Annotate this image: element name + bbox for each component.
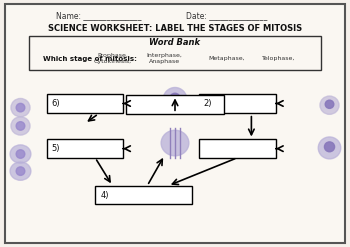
Bar [199, 139, 276, 158]
Text: 2): 2) [203, 99, 212, 108]
Text: 4): 4) [100, 190, 109, 200]
Ellipse shape [16, 103, 25, 112]
Text: Metaphase,: Metaphase, [209, 56, 245, 61]
Bar [47, 139, 123, 158]
Ellipse shape [161, 130, 189, 156]
Text: Telophase,: Telophase, [262, 56, 296, 61]
Ellipse shape [10, 162, 31, 180]
Ellipse shape [324, 142, 335, 152]
Bar [95, 186, 192, 204]
Ellipse shape [16, 122, 25, 130]
Bar [126, 95, 224, 114]
Ellipse shape [318, 137, 341, 159]
Ellipse shape [11, 99, 30, 117]
Text: 5): 5) [52, 144, 60, 153]
Ellipse shape [163, 87, 187, 113]
Bar [47, 94, 123, 113]
Text: Word Bank: Word Bank [149, 38, 201, 47]
Text: Interphase,
Anaphase: Interphase, Anaphase [147, 53, 182, 64]
Ellipse shape [11, 117, 30, 135]
Bar [199, 94, 276, 113]
Text: Date: _______________: Date: _______________ [187, 12, 268, 21]
Ellipse shape [169, 93, 181, 105]
Ellipse shape [320, 96, 339, 114]
Text: Which stage of mitosis:: Which stage of mitosis: [43, 56, 137, 62]
Bar [29, 36, 321, 70]
Ellipse shape [16, 150, 25, 158]
Ellipse shape [325, 100, 334, 108]
Text: 6): 6) [52, 99, 60, 108]
Text: Prophase,
Cytokinesis,: Prophase, Cytokinesis, [93, 53, 132, 64]
Text: Name: _______________: Name: _______________ [56, 12, 141, 21]
Ellipse shape [10, 145, 31, 163]
Ellipse shape [16, 167, 25, 175]
Text: SCIENCE WORKSHEET: LABEL THE STAGES OF MITOSIS: SCIENCE WORKSHEET: LABEL THE STAGES OF M… [48, 24, 302, 33]
